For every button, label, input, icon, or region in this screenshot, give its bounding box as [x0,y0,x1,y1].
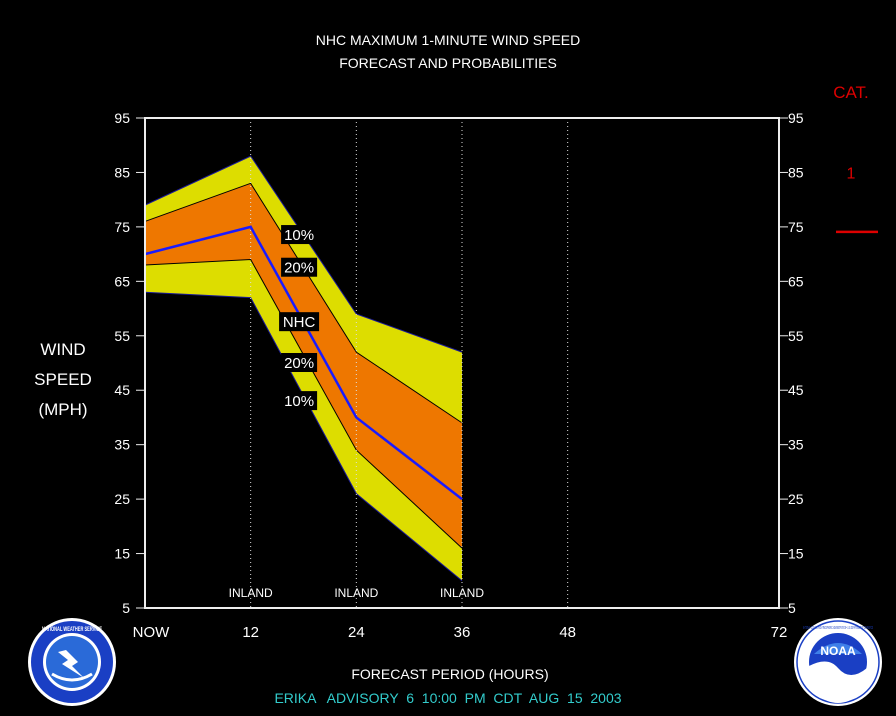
band-label-box-0 [281,225,318,245]
band-label-1: 20% [284,260,314,277]
band-label-box-1 [281,257,318,277]
y-tick-label-right-75: 75 [788,219,804,235]
inner-probability-band [145,183,462,549]
category-label-1: 1 [847,165,856,182]
noaa-logo: NOAA NATIONAL OCEANIC AND ATMOSPHERIC AD… [794,618,882,706]
y-tick-label-right-95: 95 [788,110,804,126]
y-tick-label-right-35: 35 [788,437,804,453]
band-label-2: NHC [283,314,316,331]
y-tick-label-left-45: 45 [114,382,130,398]
category-header: CAT. [833,83,869,102]
plot-frame [144,117,780,609]
noaa-logo-text: NOAA [820,644,856,658]
y-tick-label-left-95: 95 [114,110,130,126]
x-tick-label-36: 36 [454,624,471,641]
y-tick-label-left-75: 75 [114,219,130,235]
inland-label-24h: INLAND [334,586,378,600]
y-axis-label-line3: (MPH) [38,400,87,419]
band-label-box-2 [279,312,320,332]
y-tick-label-left-35: 35 [114,437,130,453]
y-tick-label-right-45: 45 [788,382,804,398]
advisory-footer: ERIKA ADVISORY 6 10:00 PM CDT AUG 15 200… [274,690,621,706]
y-tick-label-right-85: 85 [788,164,804,180]
x-axis-label: FORECAST PERIOD (HOURS) [351,666,548,682]
band-label-4: 10% [284,393,314,410]
nws-logo: NATIONAL WEATHER SERVICE [28,618,116,706]
y-axis-label-line1: WIND [40,340,85,359]
y-tick-label-left-85: 85 [114,164,130,180]
band-label-box-3 [281,353,318,372]
chart-title-line2: FORECAST AND PROBABILITIES [339,55,557,71]
inland-label-36h: INLAND [440,586,484,600]
y-tick-label-right-25: 25 [788,491,804,507]
band-label-box-4 [281,391,318,411]
x-tick-label-12: 12 [242,624,259,641]
band-label-3: 20% [284,355,314,372]
x-tick-label-24: 24 [348,624,365,641]
y-axis-label-line2: SPEED [34,370,92,389]
noaa-ring-text: NATIONAL OCEANIC AND ATMOSPHERIC ADMINIS… [803,625,873,630]
y-tick-label-left-5: 5 [122,600,130,616]
y-tick-label-left-15: 15 [114,546,130,562]
y-tick-label-right-5: 5 [788,600,796,616]
x-tick-label-72: 72 [771,624,788,641]
chart-title-line1: NHC MAXIMUM 1-MINUTE WIND SPEED [316,32,580,48]
x-tick-label-48: 48 [559,624,576,641]
band-label-0: 10% [284,227,314,244]
y-tick-label-right-15: 15 [788,546,804,562]
y-tick-label-left-55: 55 [114,328,130,344]
y-tick-label-right-55: 55 [788,328,804,344]
y-tick-label-left-25: 25 [114,491,130,507]
y-tick-label-right-65: 65 [788,273,804,289]
y-tick-label-left-65: 65 [114,273,130,289]
inland-label-12h: INLAND [229,586,273,600]
nws-logo-text: NATIONAL WEATHER SERVICE [42,627,102,633]
lightning-bolt-icon [58,650,84,678]
x-tick-label-NOW: NOW [133,624,171,641]
